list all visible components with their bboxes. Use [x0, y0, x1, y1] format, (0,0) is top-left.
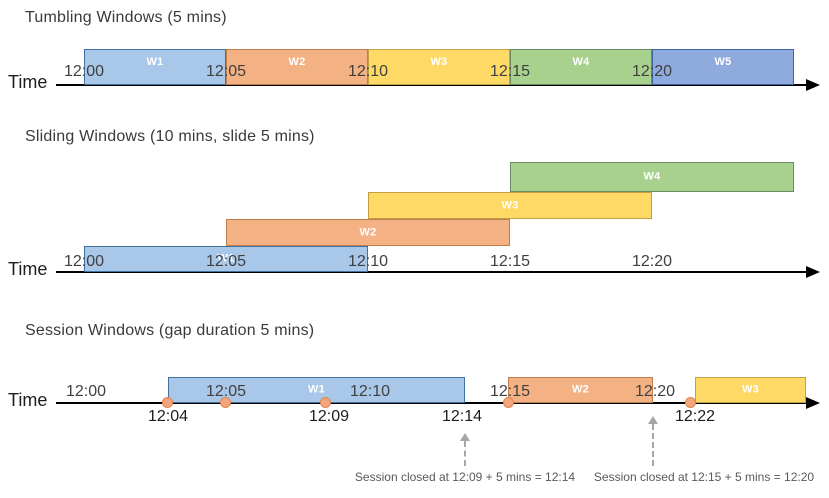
axis-tick-label: 12:20 — [631, 63, 673, 80]
window-label: W5 — [714, 56, 732, 68]
tumbling-time-axis-line — [56, 84, 810, 86]
window-bar-w2: W2 — [226, 219, 510, 246]
window-bar-w3: W3 — [695, 377, 806, 403]
sliding-time-axis-label: Time — [8, 259, 48, 279]
axis-tick-label: 12:00 — [65, 383, 107, 400]
window-bar-w1: W1 — [84, 49, 226, 85]
window-bar-w2: W2 — [508, 377, 653, 403]
window-label: W3 — [430, 56, 448, 68]
sliding-time-axis-line — [56, 271, 810, 273]
tumbling-time-axis-label: Time — [8, 72, 48, 92]
event-dot — [685, 397, 696, 408]
session-closed-annotation: Session closed at 12:15 + 5 mins = 12:20 — [593, 470, 815, 484]
window-bar-w1: W1 — [84, 246, 368, 272]
axis-tick-label: 12:10 — [349, 383, 391, 400]
event-dot — [162, 397, 173, 408]
up-arrow-icon — [648, 416, 658, 424]
event-time-label: 12:09 — [308, 408, 350, 425]
session-time-axis-line — [56, 402, 810, 404]
axis-tick-label: 12:05 — [205, 253, 247, 270]
window-label: W2 — [571, 383, 590, 396]
window-label: W1 — [307, 383, 326, 396]
window-label: W3 — [501, 198, 519, 211]
window-label: W2 — [288, 56, 306, 68]
axis-tick-label: 12:15 — [489, 383, 531, 400]
window-label: W1 — [146, 56, 164, 68]
window-bar-w3: W3 — [368, 192, 652, 219]
axis-tick-label: 12:20 — [634, 383, 676, 400]
axis-tick-label: 12:00 — [63, 253, 105, 270]
window-bar-w4: W4 — [510, 49, 652, 85]
sliding-axis-arrow-icon — [806, 266, 820, 278]
axis-tick-label: 12:05 — [205, 63, 247, 80]
tumbling-axis-arrow-icon — [806, 79, 820, 91]
window-label: W4 — [572, 56, 590, 68]
window-bar-w3: W3 — [368, 49, 510, 85]
dashed-arrow-line — [464, 441, 466, 466]
event-time-label: 12:14 — [441, 408, 483, 425]
window-label: W3 — [741, 383, 760, 396]
sliding-section-title: Sliding Windows (10 mins, slide 5 mins) — [25, 128, 315, 145]
event-time-label: 12:04 — [147, 408, 189, 425]
dashed-arrow-line — [652, 424, 654, 466]
window-label: W4 — [643, 170, 661, 183]
window-bar-w4: W4 — [510, 162, 794, 192]
session-time-axis-label: Time — [8, 390, 48, 410]
tumbling-section-title: Tumbling Windows (5 mins) — [25, 9, 227, 26]
axis-tick-label: 12:15 — [489, 63, 531, 80]
event-dot — [220, 397, 231, 408]
window-bar-w1: W1 — [168, 377, 465, 403]
axis-tick-label: 12:00 — [63, 63, 105, 80]
window-bar-w5: W5 — [652, 49, 794, 85]
up-arrow-icon — [460, 433, 470, 441]
session-section-title: Session Windows (gap duration 5 mins) — [25, 322, 315, 339]
session-axis-arrow-icon — [806, 397, 820, 409]
axis-tick-label: 12:10 — [347, 253, 389, 270]
axis-tick-label: 12:15 — [489, 253, 531, 270]
axis-tick-label: 12:05 — [205, 383, 247, 400]
event-time-label: 12:22 — [674, 408, 716, 425]
axis-tick-label: 12:10 — [347, 63, 389, 80]
axis-tick-label: 12:20 — [631, 253, 673, 270]
event-dot — [503, 397, 514, 408]
window-bar-w2: W2 — [226, 49, 368, 85]
session-closed-annotation: Session closed at 12:09 + 5 mins = 12:14 — [354, 470, 576, 484]
window-label: W1 — [217, 252, 235, 265]
event-dot — [320, 397, 331, 408]
window-label: W2 — [359, 225, 377, 238]
